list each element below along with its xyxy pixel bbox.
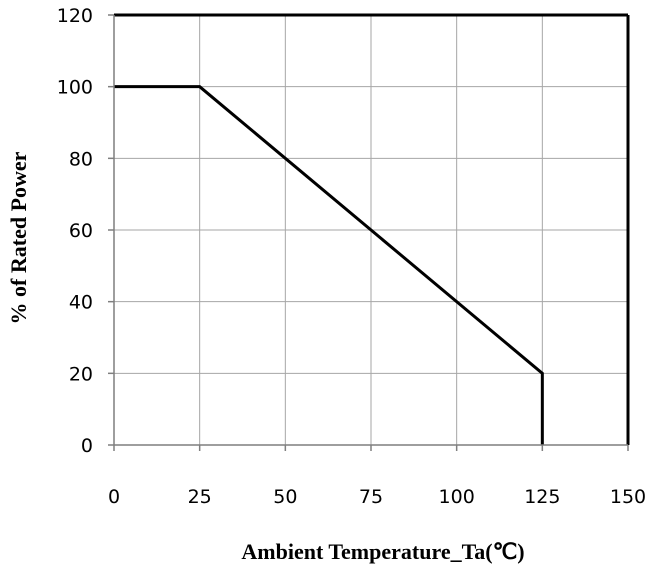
x-tick-labels: 0 25 50 75 100 125 150 <box>108 486 646 508</box>
x-tick-label-100: 100 <box>439 486 475 508</box>
x-tick-label-150: 150 <box>610 486 646 508</box>
y-tick-label-80: 80 <box>69 148 93 170</box>
x-tick-label-75: 75 <box>359 486 383 508</box>
series-layer <box>114 85 544 445</box>
series-line-0 <box>114 85 544 445</box>
x-axis-title: Ambient Temperature_Ta(℃) <box>241 539 524 564</box>
plot-frame <box>108 13 630 451</box>
y-tick-label-120: 120 <box>57 5 93 27</box>
y-tick-label-60: 60 <box>69 220 93 242</box>
y-tick-labels: 0 20 40 60 80 100 120 <box>57 5 93 457</box>
x-tick-label-125: 125 <box>524 486 560 508</box>
y-axis-title: % of Rated Power <box>6 151 31 324</box>
y-tick-label-100: 100 <box>57 77 93 99</box>
x-tick-label-25: 25 <box>188 486 212 508</box>
x-tick-label-0: 0 <box>108 486 120 508</box>
y-tick-label-20: 20 <box>69 363 93 385</box>
y-tick-label-0: 0 <box>81 435 93 457</box>
x-tick-label-50: 50 <box>273 486 297 508</box>
y-tick-label-40: 40 <box>69 292 93 314</box>
